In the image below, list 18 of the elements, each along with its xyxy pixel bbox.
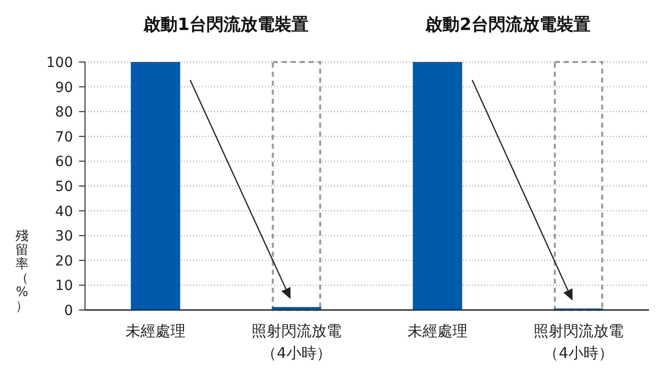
x-tick-label: 照射閃流放電（4小時） [534,322,624,362]
y-tick-label: 20 [55,253,73,270]
y-tick-label: 100 [46,55,73,71]
y-tick-label: 40 [55,204,73,220]
y-tick-label: 50 [55,179,73,195]
y-tick-label: 0 [64,303,73,319]
y-tick-label: 10 [55,278,73,294]
x-tick-label: 未經處理 [126,322,186,340]
y-tick-label: 70 [55,129,73,146]
x-tick-label: 未經處理 [408,322,468,340]
y-tick-label: 60 [55,154,73,170]
chart-title: 啟動1台閃流放電裝置 [142,15,308,35]
y-axis-title: 殘留率（%） [16,229,28,314]
x-tick-label: 照射閃流放電（4小時） [252,322,342,362]
y-tick-label: 30 [55,228,73,245]
chart-title: 啟動2台閃流放電裝置 [424,15,590,35]
y-tick-label: 90 [55,80,73,96]
y-tick-label: 80 [55,104,73,121]
